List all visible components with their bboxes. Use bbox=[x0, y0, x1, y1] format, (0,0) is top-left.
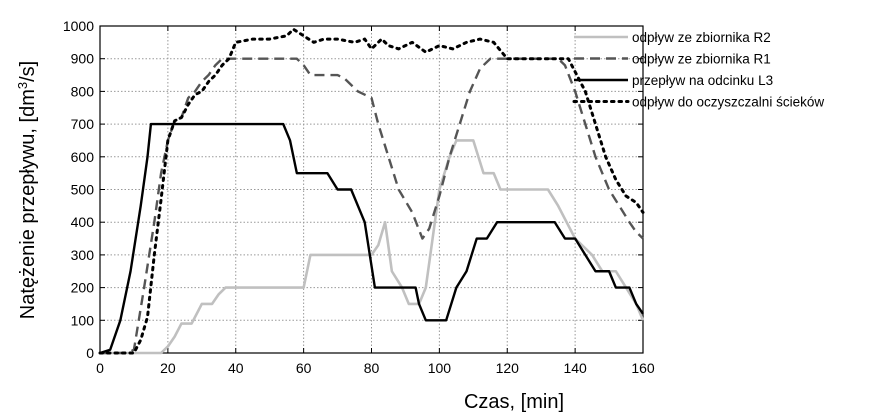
y-tick-label: 800 bbox=[71, 83, 95, 99]
x-tick-label: 100 bbox=[428, 360, 452, 376]
legend: odpływ ze zbiornika R2 odpływ ze zbiornik… bbox=[572, 30, 824, 110]
legend-label-4: odpływ do oczyszczalni ścieków bbox=[632, 95, 824, 110]
y-tick-label: 100 bbox=[71, 312, 95, 328]
x-tick-label: 140 bbox=[563, 360, 587, 376]
y-axis-title-sup: 3 bbox=[15, 82, 30, 89]
series-group bbox=[98, 27, 645, 355]
grid bbox=[100, 26, 643, 353]
x-tick-label: 120 bbox=[496, 360, 520, 376]
y-tick-label: 200 bbox=[71, 280, 95, 296]
x-tick-label: 60 bbox=[296, 360, 312, 376]
y-tick-label: 400 bbox=[71, 214, 95, 230]
legend-label-3: przepływ na odcinku L3 bbox=[632, 73, 773, 88]
y-tick-label: 700 bbox=[71, 116, 95, 132]
x-tick-label: 20 bbox=[160, 360, 176, 376]
x-axis-title: Czas, [min] bbox=[464, 391, 564, 413]
series-line-2 bbox=[100, 57, 644, 355]
x-tick-label: 0 bbox=[96, 360, 104, 376]
x-tick-label: 40 bbox=[228, 360, 244, 376]
tick-labels: 0 20 40 60 80 100 120 140 160 0 100 200 300 400 500 600… bbox=[63, 18, 655, 376]
y-tick-label: 500 bbox=[71, 182, 95, 198]
y-axis-title-suffix: /s] bbox=[17, 61, 39, 82]
x-tick-label: 80 bbox=[364, 360, 380, 376]
y-tick-label: 900 bbox=[71, 51, 95, 67]
legend-label-1: odpływ ze zbiornika R2 bbox=[632, 30, 771, 45]
y-tick-label: 300 bbox=[71, 247, 95, 263]
y-axis-title-prefix: Natężenie przepływu, [dm bbox=[17, 89, 39, 319]
series-line-3 bbox=[99, 122, 644, 355]
series-line-4 bbox=[98, 27, 645, 355]
y-axis-title: Natężenie przepływu, [dm3/s] bbox=[15, 61, 40, 319]
x-tick-label: 160 bbox=[631, 360, 655, 376]
legend-label-2: odpływ ze zbiornika R1 bbox=[632, 52, 771, 67]
y-tick-label: 0 bbox=[86, 345, 94, 361]
series-line-1 bbox=[100, 139, 645, 355]
y-tick-label: 600 bbox=[71, 149, 95, 165]
y-tick-label: 1000 bbox=[63, 18, 94, 34]
